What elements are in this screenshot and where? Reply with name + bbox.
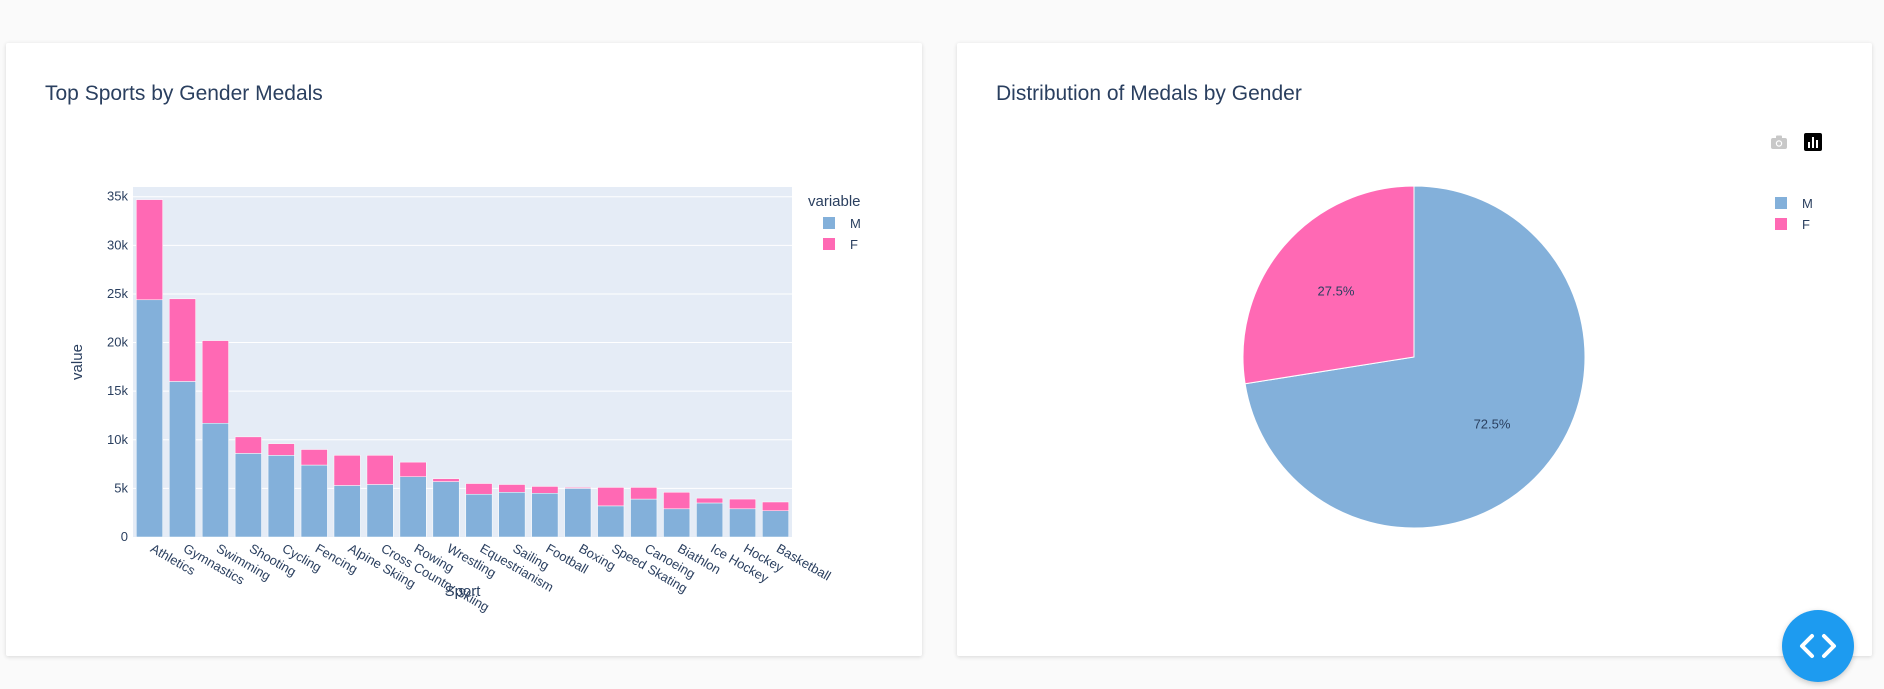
bar-M — [663, 508, 691, 538]
bar-F — [201, 340, 229, 424]
bar-F — [168, 298, 196, 382]
bar-M — [300, 464, 328, 538]
plot-area — [133, 187, 792, 537]
bar-M — [564, 488, 592, 538]
bar-chart-icon[interactable] — [1802, 131, 1824, 153]
bar-M — [399, 476, 427, 538]
legend-swatch — [823, 238, 835, 250]
bar-M — [597, 505, 625, 538]
y-tick-label: 15k — [107, 383, 128, 398]
bar-F — [498, 484, 526, 493]
bar-chart-title: Top Sports by Gender Medals — [45, 82, 323, 105]
legend-item: F — [850, 237, 858, 252]
legend-item: F — [1802, 217, 1810, 232]
bar-F — [267, 443, 295, 456]
legend: variable MF — [808, 193, 861, 252]
bar-M — [762, 510, 789, 538]
bar-F — [663, 492, 691, 510]
bar-M — [630, 498, 658, 538]
legend-swatch — [1775, 197, 1787, 209]
bar-F — [729, 498, 757, 510]
bar-F — [300, 449, 328, 466]
bar-F — [762, 501, 789, 511]
y-tick-label: 0 — [121, 529, 128, 544]
pie-slice-M — [1244, 185, 1586, 529]
bar-F — [333, 455, 361, 486]
bar-F — [465, 483, 493, 495]
bar-M — [366, 484, 394, 538]
bar-M — [729, 508, 757, 538]
pie-slice-label: 27.5% — [1318, 283, 1355, 298]
bar-F — [366, 455, 394, 485]
bar-M — [168, 381, 196, 538]
bar-F — [564, 487, 592, 489]
camera-icon[interactable] — [1768, 131, 1790, 153]
y-tick-label: 30k — [107, 237, 128, 252]
x-axis-title: Sport — [445, 583, 482, 600]
y-tick-label: 25k — [107, 286, 128, 301]
bar-M — [201, 423, 229, 538]
bar-M — [432, 481, 460, 538]
bar-F — [432, 478, 460, 482]
bar-F — [696, 497, 724, 504]
bar-F — [630, 487, 658, 500]
bar-M — [136, 299, 163, 538]
bar-M — [531, 493, 559, 538]
legend: MF — [1775, 196, 1813, 232]
bar-M — [333, 485, 361, 538]
legend-item: M — [1802, 196, 1813, 211]
pie-chart-card: Distribution of Medals by Gender 72.5% 27… — [957, 43, 1872, 656]
code-icon — [1800, 634, 1836, 658]
bar-M — [498, 492, 526, 538]
bar-F — [399, 461, 427, 477]
bar-M — [267, 455, 295, 538]
bar-M — [465, 493, 493, 538]
bar-F — [597, 487, 625, 507]
y-tick-label: 35k — [107, 189, 128, 204]
chart-modebar — [1768, 131, 1824, 153]
y-axis-title: value — [69, 344, 86, 380]
bar-M — [696, 502, 724, 538]
pie-chart-title: Distribution of Medals by Gender — [996, 82, 1302, 105]
legend-item: M — [850, 216, 861, 231]
bar-M — [234, 453, 262, 538]
pie-slice-label: 72.5% — [1474, 417, 1511, 432]
y-tick-label: 20k — [107, 335, 128, 350]
pie-slice-F — [1242, 185, 1415, 385]
stacked-bar-chart: 05k10k15k20k25k30k35kAthleticsGymnastics… — [69, 187, 861, 615]
bar-F — [136, 199, 163, 301]
pie-chart: 72.5% 27.5% MF — [1242, 185, 1813, 529]
bar-F — [531, 486, 559, 494]
bar-chart-card: Top Sports by Gender Medals 0 5k 10k 15k 20k… — [6, 43, 922, 656]
legend-title: variable — [808, 193, 861, 210]
legend-swatch — [823, 217, 835, 229]
y-tick-label: 10k — [107, 432, 128, 447]
code-toggle-button[interactable] — [1782, 610, 1854, 682]
bar-F — [234, 436, 262, 454]
legend-swatch — [1775, 218, 1787, 230]
y-tick-label: 5k — [114, 480, 128, 495]
